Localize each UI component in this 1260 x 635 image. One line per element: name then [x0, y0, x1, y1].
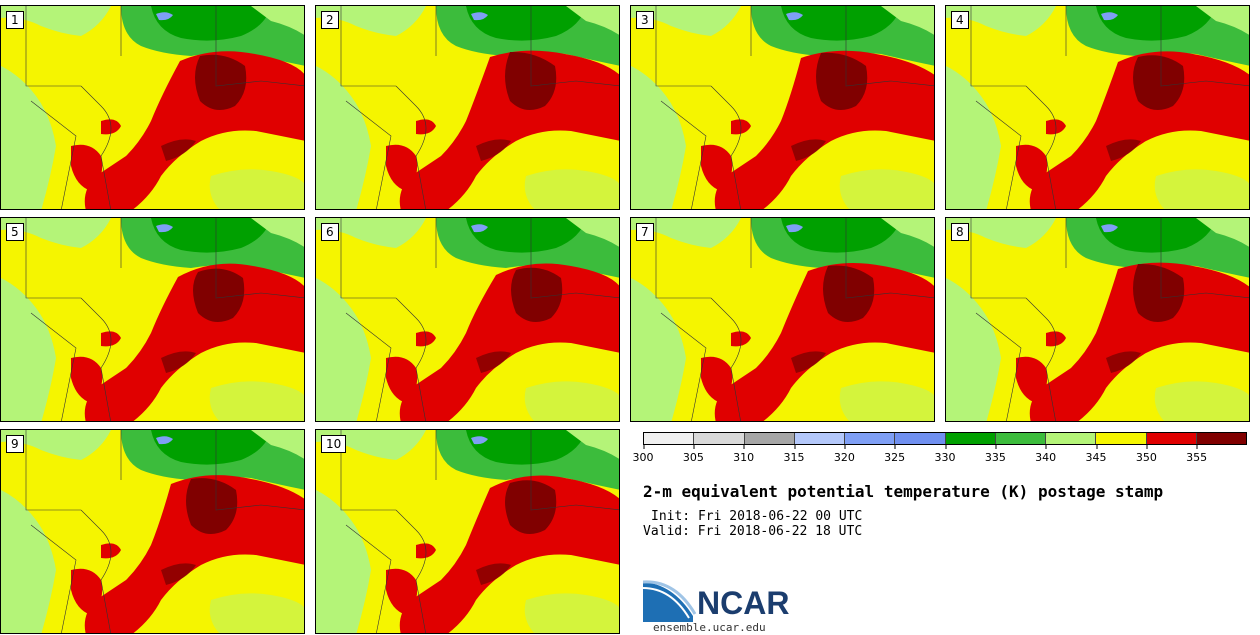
colorbar-segment [1146, 433, 1197, 444]
member-label: 6 [321, 223, 339, 241]
valid-time: Valid: Fri 2018-06-22 18 UTC [643, 524, 863, 539]
colorbar-segment [794, 433, 845, 444]
colorbar-tick-label: 350 [1136, 445, 1157, 464]
colorbar-tick-label: 340 [1035, 445, 1056, 464]
map-panel: 6 [315, 217, 620, 422]
map-panel: 8 [945, 217, 1250, 422]
colorbar-segment [694, 433, 745, 444]
init-time: Init: Fri 2018-06-22 00 UTC [651, 509, 863, 524]
colorbar-tick-label: 325 [884, 445, 905, 464]
colorbar-segment [1096, 433, 1147, 444]
member-label: 8 [951, 223, 969, 241]
colorbar-tick-label: 355 [1186, 445, 1207, 464]
colorbar-segment [945, 433, 996, 444]
map-panel: 3 [630, 5, 935, 210]
colorbar-tick-label: 315 [784, 445, 805, 464]
member-label: 2 [321, 11, 339, 29]
colorbar-tick-label: 310 [733, 445, 754, 464]
colorbar-segment [895, 433, 946, 444]
map-panel: 7 [630, 217, 935, 422]
map-panel: 9 [0, 429, 305, 634]
map-panel: 10 [315, 429, 620, 634]
colorbar-segment [1046, 433, 1097, 444]
colorbar-tick-label: 330 [935, 445, 956, 464]
member-label: 1 [6, 11, 24, 29]
colorbar-segment [1196, 433, 1246, 444]
map-panel: 4 [945, 5, 1250, 210]
member-label: 10 [321, 435, 347, 453]
member-label: 9 [6, 435, 24, 453]
ncar-logo-text: NCAR [697, 585, 790, 621]
colorbar-tick-label: 335 [985, 445, 1006, 464]
colorbar-segment [995, 433, 1046, 444]
member-label: 3 [636, 11, 654, 29]
colorbar-segment [845, 433, 896, 444]
colorbar-tick-label: 300 [633, 445, 654, 464]
site-url: ensemble.ucar.edu [653, 621, 766, 634]
map-panel: 5 [0, 217, 305, 422]
member-label: 4 [951, 11, 969, 29]
map-panel: 1 [0, 5, 305, 210]
colorbar [643, 432, 1247, 445]
member-label: 7 [636, 223, 654, 241]
colorbar-tick-label: 345 [1086, 445, 1107, 464]
map-panel: 2 [315, 5, 620, 210]
colorbar-tick-label: 320 [834, 445, 855, 464]
colorbar-segment [744, 433, 795, 444]
map-title: 2-m equivalent potential temperature (K)… [643, 482, 1164, 501]
ncar-logo-icon [643, 580, 697, 622]
colorbar-segment [644, 433, 695, 444]
colorbar-ticks: 300 305 310 315 320 325 330 335 340 345 350 355 [633, 445, 1247, 465]
member-label: 5 [6, 223, 24, 241]
colorbar-tick-label: 305 [683, 445, 704, 464]
